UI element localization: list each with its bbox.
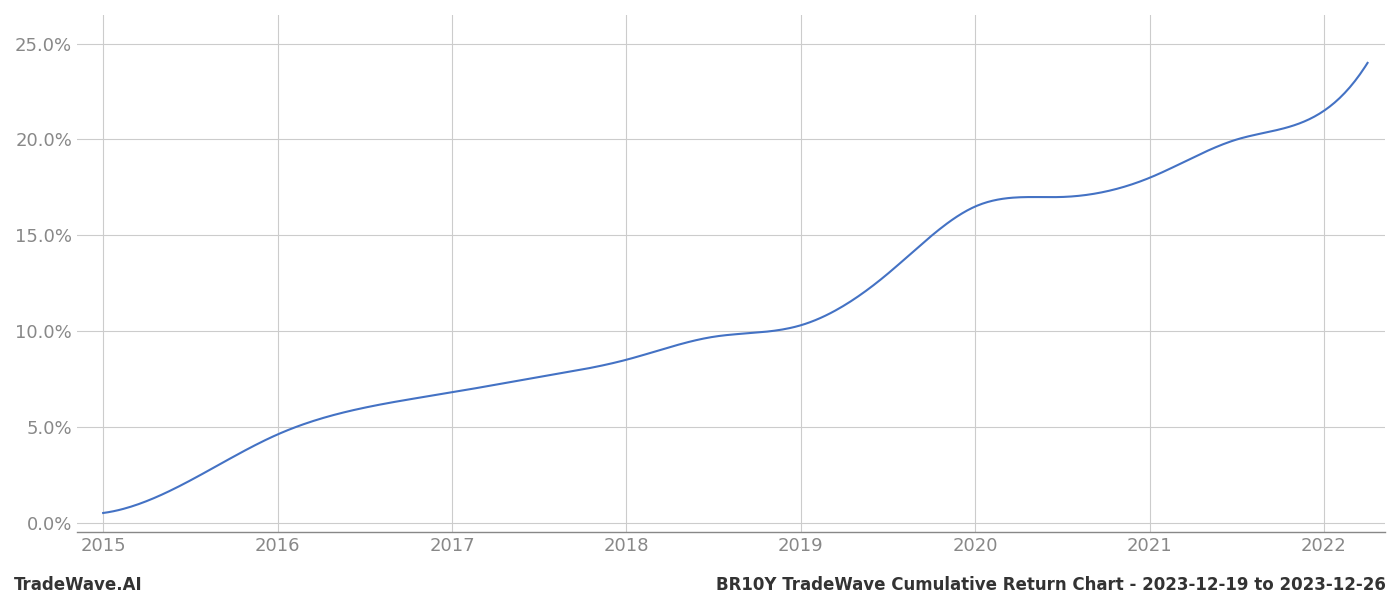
Text: TradeWave.AI: TradeWave.AI [14,576,143,594]
Text: BR10Y TradeWave Cumulative Return Chart - 2023-12-19 to 2023-12-26: BR10Y TradeWave Cumulative Return Chart … [717,576,1386,594]
